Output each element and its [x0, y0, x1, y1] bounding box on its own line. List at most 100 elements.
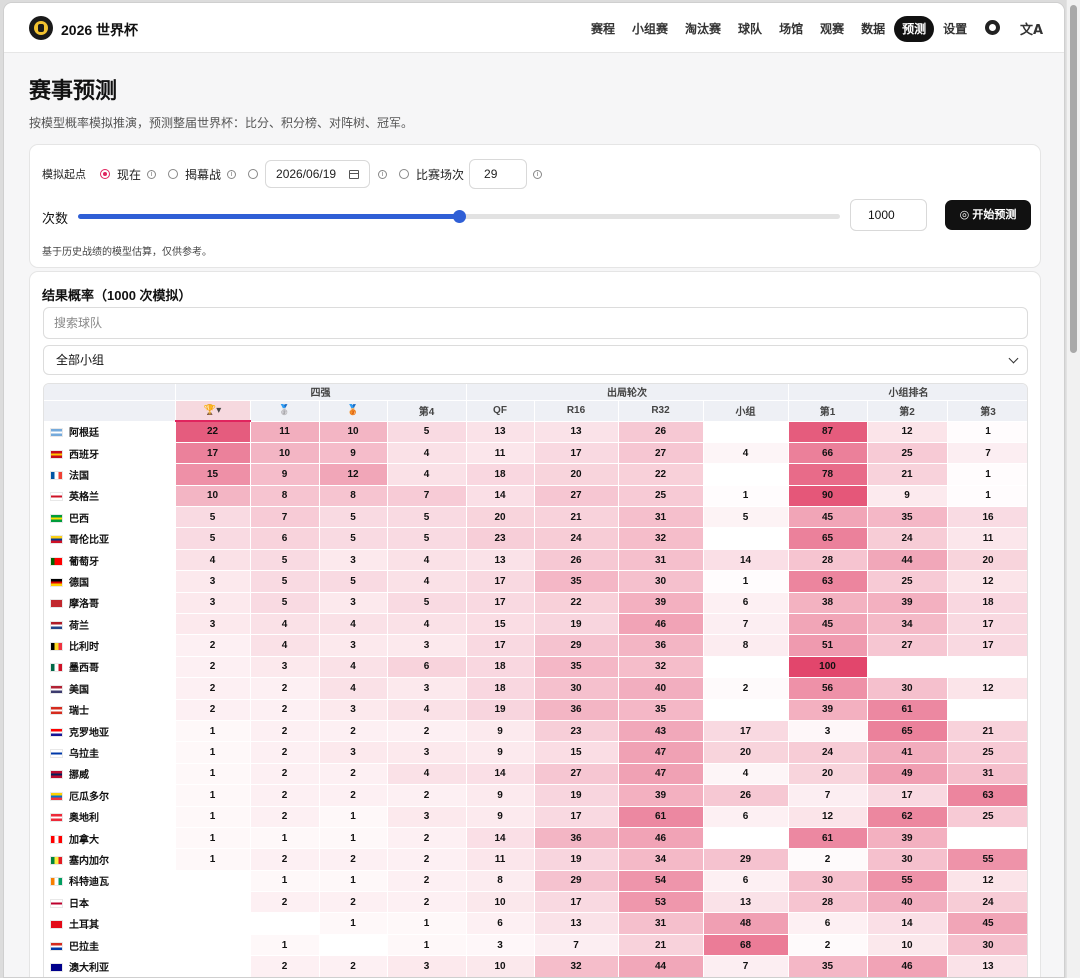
column-header[interactable]: QF [466, 400, 535, 422]
brand-title[interactable]: 2026 世界杯 [61, 22, 139, 38]
world-cup-logo-icon[interactable] [29, 16, 53, 40]
slider-thumb[interactable] [453, 210, 466, 223]
info-icon[interactable]: i [533, 169, 543, 179]
table-row[interactable]: 瑞士 2 2 3 4 19 36 35 39 61 [44, 699, 1027, 721]
date-input[interactable]: 2026/06/19 [265, 160, 371, 188]
team-cell[interactable]: 澳大利亚 [44, 955, 176, 977]
table-row[interactable]: 克罗地亚 1 2 2 2 9 23 43 17 3 65 21 [44, 720, 1027, 743]
match-number-input[interactable]: 29 [469, 159, 528, 189]
table-row[interactable]: 奥地利 1 2 1 3 9 17 61 6 12 62 25 [44, 806, 1027, 828]
nav-link[interactable]: 球队 [738, 22, 763, 36]
page-scrollbar[interactable] [1066, 0, 1080, 978]
table-row[interactable]: 哥伦比亚 5 6 5 5 23 24 32 65 24 11 [44, 527, 1027, 550]
info-icon[interactable]: i [227, 169, 237, 179]
radio-match[interactable] [399, 169, 410, 179]
team-search-input[interactable]: 搜索球队 [43, 307, 1028, 339]
radio-now-selected[interactable] [100, 169, 110, 179]
option-now[interactable]: 现在 i [100, 166, 168, 183]
count-slider[interactable] [78, 210, 840, 223]
table-row[interactable]: 巴拉圭 1 1 3 7 21 68 2 10 30 [44, 934, 1027, 957]
nav-link[interactable]: 观赛 [820, 22, 845, 36]
team-cell[interactable]: 摩洛哥 [44, 592, 176, 615]
table-row[interactable]: 摩洛哥 3 5 3 5 17 22 39 6 38 39 18 [44, 592, 1027, 615]
start-prediction-button[interactable]: ◎ 开始预测 [945, 200, 1031, 230]
nav-link[interactable]: 小组赛 [632, 22, 669, 36]
nav-link[interactable]: 赛程 [591, 22, 616, 36]
nav-link[interactable]: 数据 [861, 22, 886, 36]
nav-link[interactable]: 淘汰赛 [685, 22, 722, 36]
team-cell[interactable]: 哥伦比亚 [44, 527, 176, 550]
info-icon[interactable]: i [147, 169, 157, 179]
nav-link[interactable]: 场馆 [779, 22, 804, 36]
team-cell[interactable]: 乌拉圭 [44, 741, 176, 764]
table-row[interactable]: 法国 15 9 12 4 18 20 22 78 21 1 [44, 463, 1027, 486]
column-header[interactable]: 第1 [788, 400, 868, 422]
table-row[interactable]: 英格兰 10 8 8 7 14 27 25 1 90 9 1 [44, 485, 1027, 508]
results-table-wrap[interactable]: 四强 出局轮次 小组排名 🏆▾ 🥈 🥉 第4 QF R16 R32 小组 第1 第2 第3 阿根廷 2… [43, 383, 1028, 977]
group-select[interactable]: 全部小组 [43, 345, 1028, 375]
github-icon[interactable] [985, 20, 1000, 35]
translate-icon[interactable]: 文A [1020, 23, 1044, 38]
table-row[interactable]: 巴西 5 7 5 5 20 21 31 5 45 35 16 [44, 506, 1027, 529]
team-cell[interactable]: 加拿大 [44, 827, 176, 850]
option-opening[interactable]: 揭幕战 i [168, 166, 248, 183]
column-header[interactable]: 第2 [867, 400, 948, 422]
nav-link[interactable]: 设置 [943, 22, 968, 36]
team-cell[interactable]: 塞内加尔 [44, 848, 176, 871]
team-cell[interactable]: 法国 [44, 463, 176, 486]
column-header[interactable]: R32 [618, 400, 704, 422]
table-row[interactable]: 澳大利亚 2 2 3 10 32 44 7 35 46 13 [44, 955, 1027, 977]
column-header[interactable]: R16 [534, 400, 619, 422]
team-cell[interactable]: 英格兰 [44, 485, 176, 508]
column-header[interactable]: 小组 [703, 400, 789, 422]
team-cell[interactable]: 荷兰 [44, 613, 176, 636]
team-cell[interactable]: 巴拉圭 [44, 934, 176, 957]
team-cell[interactable]: 巴西 [44, 506, 176, 529]
team-cell[interactable]: 美国 [44, 677, 176, 700]
table-row[interactable]: 乌拉圭 1 2 3 3 9 15 47 20 24 41 25 [44, 741, 1027, 764]
table-row[interactable]: 德国 3 5 5 4 17 35 30 1 63 25 12 [44, 570, 1027, 593]
table-row[interactable]: 土耳其 1 1 6 13 31 48 6 14 45 [44, 912, 1027, 935]
table-row[interactable]: 西班牙 17 10 9 4 11 17 27 4 66 25 7 [44, 442, 1027, 465]
team-cell[interactable]: 瑞士 [44, 699, 176, 721]
table-row[interactable]: 葡萄牙 4 5 3 4 13 26 31 14 28 44 20 [44, 549, 1027, 572]
table-row[interactable]: 荷兰 3 4 4 4 15 19 46 7 45 34 17 [44, 613, 1027, 636]
option-match[interactable]: 比赛场次 [399, 166, 469, 183]
column-header[interactable]: 🥉 [319, 400, 388, 422]
table-row[interactable]: 日本 2 2 2 10 17 53 13 28 40 24 [44, 891, 1027, 914]
team-cell[interactable]: 比利时 [44, 634, 176, 657]
team-cell[interactable]: 挪威 [44, 763, 176, 786]
prob-cell: 17 [466, 592, 535, 615]
table-row[interactable]: 厄瓜多尔 1 2 2 2 9 19 39 26 7 17 63 [44, 784, 1027, 807]
column-header[interactable]: 第4 [387, 400, 467, 422]
team-cell[interactable]: 日本 [44, 891, 176, 914]
column-header[interactable]: 第3 [947, 400, 1027, 422]
team-cell[interactable]: 克罗地亚 [44, 720, 176, 743]
table-row[interactable]: 比利时 2 4 3 3 17 29 36 8 51 27 17 [44, 634, 1027, 657]
team-cell[interactable]: 葡萄牙 [44, 549, 176, 572]
table-row[interactable]: 加拿大 1 1 1 2 14 36 46 61 39 [44, 827, 1027, 850]
column-header[interactable]: 🥈 [250, 400, 320, 422]
table-row[interactable]: 墨西哥 2 3 4 6 18 35 32 100 [44, 656, 1027, 679]
scrollbar-thumb[interactable] [1070, 5, 1077, 353]
team-cell[interactable]: 西班牙 [44, 442, 176, 465]
table-row[interactable]: 塞内加尔 1 2 2 2 11 19 34 29 2 30 55 [44, 848, 1027, 871]
table-row[interactable]: 阿根廷 22 11 10 5 13 13 26 87 12 1 [44, 421, 1027, 443]
count-input[interactable]: 1000 [850, 199, 927, 231]
radio-opening[interactable] [168, 169, 179, 179]
team-cell[interactable]: 科特迪瓦 [44, 870, 176, 893]
nav-link[interactable]: 预测 [894, 16, 935, 42]
team-cell[interactable]: 墨西哥 [44, 656, 176, 679]
team-cell[interactable]: 阿根廷 [44, 421, 176, 443]
info-icon[interactable]: i [378, 169, 388, 179]
team-cell[interactable]: 奥地利 [44, 806, 176, 828]
column-header[interactable]: 🏆▾ [175, 400, 251, 422]
team-cell[interactable]: 德国 [44, 570, 176, 593]
table-row[interactable]: 科特迪瓦 1 1 2 8 29 54 6 30 55 12 [44, 870, 1027, 893]
calendar-icon[interactable] [349, 170, 360, 179]
team-cell[interactable]: 厄瓜多尔 [44, 784, 176, 807]
table-row[interactable]: 美国 2 2 4 3 18 30 40 2 56 30 12 [44, 677, 1027, 700]
team-cell[interactable]: 土耳其 [44, 912, 176, 935]
radio-date[interactable] [248, 169, 259, 179]
table-row[interactable]: 挪威 1 2 2 4 14 27 47 4 20 49 31 [44, 763, 1027, 786]
